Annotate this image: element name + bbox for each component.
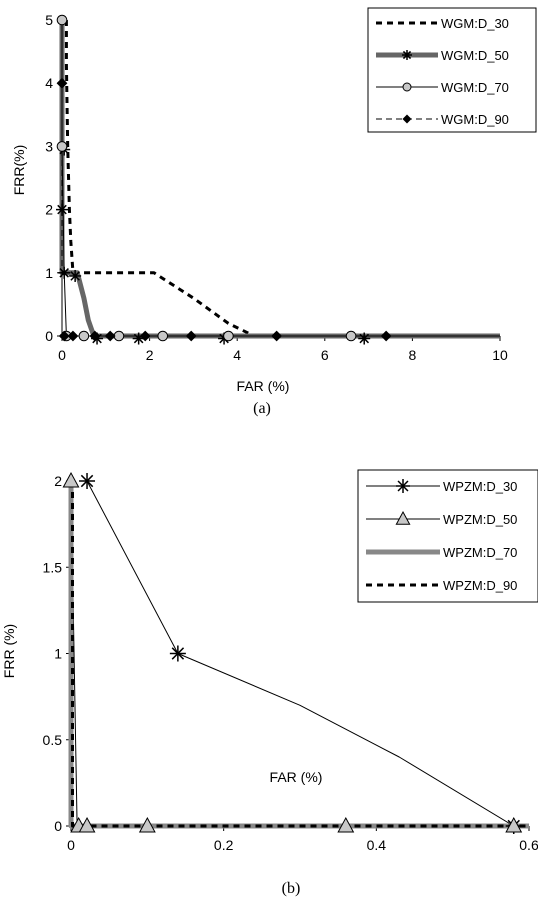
y-tick-label-b-2: 1: [54, 646, 62, 662]
data-point-a-3-3: [89, 330, 101, 342]
data-point-a-1-1: [56, 203, 68, 216]
x-tick-label-b-0: 0: [67, 837, 75, 853]
data-point-a-2-6: [223, 330, 234, 342]
legend-frame-a: [367, 7, 537, 133]
legend-marker-b-1: [395, 510, 411, 525]
data-point-a-1-3-stroke-3: [70, 271, 80, 281]
legend-b: WPZM:D_30 WPZM:D_50 WPZM:D_70 WPZM:D_90: [357, 469, 538, 603]
y-tick-label-a-3: 3: [45, 138, 53, 154]
data-point-a-2-5: [157, 330, 169, 342]
series-line-b-3: [71, 481, 529, 828]
data-point-a-3-0: [56, 77, 68, 89]
data-point-b-1-0: [62, 471, 80, 488]
y-tick-label-a-5: 5: [45, 12, 53, 28]
data-point-b-1-5: [505, 816, 523, 833]
data-point-a-2-0: [56, 14, 68, 26]
data-point-a-1-3: [69, 269, 82, 282]
data-point-b-0-0: [79, 473, 96, 489]
x-axis-label-b: FAR (%): [270, 769, 323, 785]
y-axis-label-a: FRR(%): [11, 145, 27, 196]
y-tick-label-b-3: 1.5: [43, 559, 63, 575]
y-tick-label-b-4: 2: [54, 473, 62, 489]
data-point-a-1-1-stroke-3: [57, 204, 67, 215]
data-point-a-2-1: [56, 141, 68, 152]
data-point-a-3-4: [104, 330, 116, 342]
legend-label-b-3: WPZM:D_90: [443, 578, 517, 593]
data-point-b-1-3: [138, 816, 156, 833]
x-tick-label-b-2: 0.4: [367, 837, 387, 853]
legend-label-b-1: WPZM:D_50: [443, 512, 517, 527]
x-tick-label-a-0: 0: [58, 347, 66, 363]
legend-label-a-1: WGM:D_50: [441, 48, 509, 63]
data-point-a-3-7: [271, 330, 283, 342]
x-tick-label-b-1: 0.2: [214, 837, 234, 853]
series-group-b: [62, 471, 529, 834]
legend-marker-b-0-stroke-3: [397, 480, 409, 492]
data-point-a-2-3: [78, 330, 90, 342]
legend-label-b-2: WPZM:D_70: [443, 545, 517, 560]
legend-label-a-2: WGM:D_70: [441, 80, 509, 95]
data-point-a-1-7: [358, 332, 371, 345]
legend-label-a-3: WGM:D_90: [441, 112, 509, 127]
data-point-a-1-2: [58, 266, 71, 279]
x-tick-label-a-3: 6: [321, 347, 329, 363]
y-tick-label-a-4: 4: [45, 75, 53, 91]
legend-a: WGM:D_30 WGM:D_50 WGM:D_70 WGM:D_90: [367, 7, 537, 133]
y-axis-label-b: FRR (%): [1, 624, 17, 678]
data-point-a-1-7-stroke-3: [359, 333, 370, 344]
data-point-a-3-8: [380, 330, 392, 342]
data-point-b-1-2: [78, 816, 96, 833]
caption-a: (a): [253, 400, 271, 417]
legend-frame-b: [357, 469, 538, 603]
data-point-b-0-1-stroke-3: [171, 647, 185, 660]
legend-marker-a-1-stroke-3: [402, 50, 412, 60]
caption-b: (b): [282, 880, 301, 897]
data-point-a-1-2-stroke-3: [59, 268, 69, 278]
y-tick-label-a-0: 0: [45, 328, 53, 344]
data-point-b-0-1: [169, 645, 186, 662]
data-point-a-3-5: [139, 330, 151, 342]
x-tick-label-a-1: 2: [146, 347, 154, 363]
y-tick-label-b-1: 0.5: [43, 732, 63, 748]
data-point-a-3-1: [58, 330, 70, 342]
chart-panel-b: 0 0.2 0.4 0.6 0 0.5 1 1.5 2 FAR (%) FRR (%) WPZM…: [1, 469, 538, 897]
y-tick-label-a-1: 1: [45, 265, 53, 281]
legend-label-a-0: WGM:D_30: [441, 16, 509, 31]
x-tick-label-a-2: 4: [233, 347, 241, 363]
series-line-b-0: [86, 480, 514, 827]
data-point-b-0-0-stroke-3: [80, 474, 94, 488]
y-tick-label-b-0: 0: [54, 818, 62, 834]
x-tick-label-a-4: 8: [409, 347, 417, 363]
legend-label-b-0: WPZM:D_30: [443, 479, 517, 494]
x-tick-label-b-3: 0.6: [519, 837, 538, 853]
legend-marker-b-0: [396, 479, 410, 493]
data-point-a-3-2: [67, 330, 79, 342]
legend-marker-a-3: [402, 114, 412, 124]
y-tick-label-a-2: 2: [45, 202, 53, 218]
data-point-a-3-6: [185, 330, 197, 342]
data-point-b-1-4: [337, 816, 355, 833]
series-group-a: [56, 14, 500, 345]
legend-marker-a-1: [402, 50, 412, 60]
data-point-a-2-7: [345, 330, 357, 342]
x-axis-label-a: FAR (%): [237, 378, 290, 394]
series-line-a-0: [64, 20, 500, 338]
legend-marker-a-2: [402, 82, 412, 92]
x-tick-label-a-5: 10: [492, 347, 508, 363]
